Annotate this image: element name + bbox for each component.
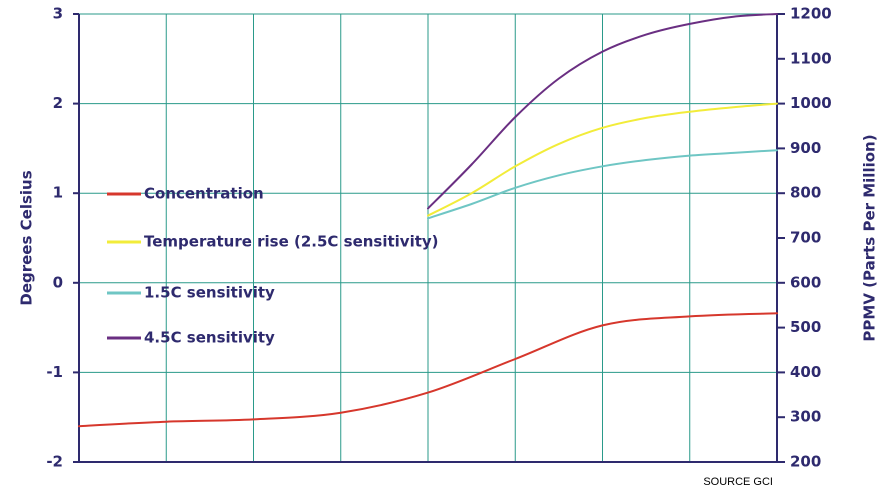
data-point xyxy=(253,419,255,421)
y-tick-label-right: 600 xyxy=(790,273,821,291)
data-point xyxy=(602,127,604,129)
data-point xyxy=(427,392,429,394)
data-point xyxy=(558,78,560,80)
series-3 xyxy=(427,13,778,210)
data-point xyxy=(165,421,167,423)
series-line xyxy=(427,13,778,210)
y-tick-label-left: 3 xyxy=(53,5,63,23)
data-point xyxy=(558,174,560,176)
data-point xyxy=(514,187,516,189)
y-tick-label-right: 300 xyxy=(790,408,821,426)
legend: Concentration Temperature rise (2.5C sens… xyxy=(107,185,439,347)
data-point xyxy=(427,215,429,217)
y-tick-label-right: 500 xyxy=(790,318,821,336)
data-point xyxy=(733,106,735,108)
series-line xyxy=(427,149,778,220)
data-point xyxy=(645,34,647,36)
series-1 xyxy=(427,102,778,217)
y-tick-label-right: 400 xyxy=(790,363,821,381)
data-point xyxy=(689,155,691,157)
legend-item: Concentration xyxy=(107,185,264,203)
data-point xyxy=(427,217,429,219)
data-point xyxy=(776,149,778,151)
y-axis-right-title: PPMV (Parts Per Million) xyxy=(861,134,879,341)
data-point xyxy=(733,152,735,154)
y-tick-label-left: 0 xyxy=(53,273,63,291)
y-tick-label-right: 200 xyxy=(790,453,821,471)
y-tick-label-right: 800 xyxy=(790,184,821,202)
data-point xyxy=(689,316,691,318)
legend-label: 4.5C sensitivity xyxy=(144,329,275,347)
y-tick-label-left: 2 xyxy=(53,94,63,112)
data-point xyxy=(514,358,516,360)
data-point xyxy=(689,111,691,113)
legend-item: 1.5C sensitivity xyxy=(107,284,275,302)
series-line xyxy=(427,102,778,217)
data-point xyxy=(427,208,429,210)
legend-label: Temperature rise (2.5C sensitivity) xyxy=(144,233,439,251)
legend-item: 4.5C sensitivity xyxy=(107,329,275,347)
data-point xyxy=(776,103,778,105)
data-point xyxy=(514,116,516,118)
y-tick-label-left: -2 xyxy=(46,453,63,471)
series-line xyxy=(78,312,778,428)
data-point xyxy=(645,159,647,161)
legend-item: Temperature rise (2.5C sensitivity) xyxy=(107,233,439,251)
y-axis-left-title: Degrees Celsius xyxy=(18,170,36,305)
data-point xyxy=(558,143,560,145)
data-point xyxy=(689,23,691,25)
data-point xyxy=(776,13,778,15)
axes: 3 2 1 0 -1 -2 1200 1100 1000 900 800 700 600 500 400 30… xyxy=(46,5,831,471)
data-point xyxy=(733,16,735,18)
data-point xyxy=(471,192,473,194)
data-point xyxy=(514,166,516,168)
y-tick-label-right: 900 xyxy=(790,139,821,157)
legend-label: 1.5C sensitivity xyxy=(144,284,275,302)
y-tick-label-right: 700 xyxy=(790,229,821,247)
series-lines xyxy=(78,13,778,428)
data-point xyxy=(776,312,778,314)
series-2 xyxy=(427,149,778,220)
grid xyxy=(79,13,777,463)
y-tick-label-left: 1 xyxy=(53,184,63,202)
data-point xyxy=(602,51,604,53)
y-tick-label-left: -1 xyxy=(46,363,63,381)
data-point xyxy=(645,117,647,119)
data-point xyxy=(340,412,342,414)
data-point xyxy=(471,203,473,205)
legend-label: Concentration xyxy=(144,185,264,203)
source-label: SOURCE GCI xyxy=(703,476,773,488)
y-tick-label-right: 1200 xyxy=(790,5,832,23)
data-point xyxy=(78,425,80,427)
series-0 xyxy=(78,312,778,428)
data-point xyxy=(602,325,604,327)
y-tick-label-right: 1000 xyxy=(790,94,832,112)
data-point xyxy=(602,166,604,168)
y-tick-label-right: 1100 xyxy=(790,49,832,67)
data-point xyxy=(471,164,473,166)
